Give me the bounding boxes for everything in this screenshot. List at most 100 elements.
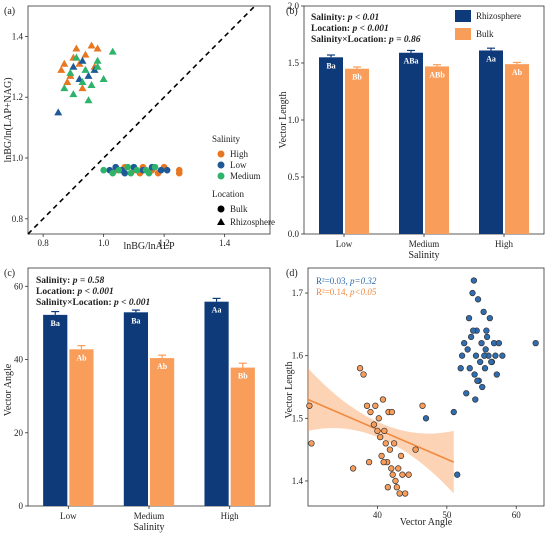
panel-d: (d) 40 50 60 1.4 1.5 1.6 1.7 R²=0.03, p=0.32 R…	[284, 267, 545, 528]
bar-letter: Ba	[326, 61, 335, 70]
data-point	[470, 277, 478, 284]
data-point	[486, 314, 494, 322]
data-point-triangle	[69, 90, 78, 98]
bar	[123, 312, 148, 506]
data-point-triangle	[66, 68, 75, 76]
data-point-circle	[109, 169, 116, 177]
data-point	[480, 308, 487, 315]
data-point	[450, 408, 457, 416]
data-point	[472, 352, 480, 359]
data-point	[495, 340, 503, 347]
panel-d-xlabel: Vector Angle	[400, 517, 453, 528]
data-point-triangle	[87, 81, 96, 89]
panel-b-stat-interaction: Salinity×Location: p = 0.86	[311, 35, 421, 45]
y-tick-label: 1.6	[292, 351, 304, 361]
x-tick-label: 50	[442, 510, 452, 520]
data-point-triangle	[78, 56, 87, 64]
panel-b-bars: Ba Bb ABa ABb Aa Ab	[319, 47, 529, 235]
data-point	[483, 333, 491, 341]
y-tick-label: 0.8	[12, 214, 24, 224]
data-point-triangle	[72, 53, 81, 61]
data-point-circle	[133, 166, 141, 174]
panel-d-fit-line	[307, 398, 455, 463]
data-point-triangle	[54, 108, 63, 116]
x-tick-label: 1.0	[98, 238, 110, 248]
data-point-triangle	[63, 78, 72, 85]
data-point-circle	[115, 166, 123, 174]
data-point	[399, 471, 406, 478]
panel-a-ticks: 0.8 1.0 1.2 1.4 0.8 1.0 1.2 1.4	[12, 31, 231, 248]
data-point	[482, 346, 489, 353]
y-tick-label: 40	[14, 355, 24, 365]
data-point	[488, 358, 495, 366]
y-tick-label: 0	[19, 501, 24, 511]
y-tick-label: 1.4	[12, 31, 24, 41]
data-point	[479, 383, 486, 391]
panel-c-stats: Salinity: p = 0.58 Location: p < 0.001 S…	[36, 276, 150, 308]
y-tick-label: 1.0	[12, 153, 24, 163]
data-point	[422, 415, 430, 422]
data-point	[370, 421, 378, 428]
x-tick-label: Medium	[409, 239, 440, 249]
data-point	[390, 440, 398, 447]
data-point	[365, 459, 373, 466]
data-point	[481, 352, 488, 359]
data-point	[499, 352, 506, 359]
data-point-circle	[151, 163, 159, 171]
data-point	[405, 471, 412, 478]
panel-d-ticks: 40 50 60 1.4 1.5 1.6 1.7	[292, 288, 521, 520]
bar-letter: Ba	[131, 316, 140, 325]
y-tick-label: 1.2	[12, 92, 23, 102]
legend-rhizosphere-swatch	[455, 10, 471, 22]
y-tick-label: 1.4	[292, 476, 304, 486]
data-point	[388, 465, 395, 472]
data-point	[469, 289, 476, 297]
panel-c-stat-interaction: Salinity×Location: p < 0.001	[36, 298, 150, 308]
data-point	[377, 433, 384, 441]
legend-bulk-label: Bulk	[230, 204, 248, 214]
data-point-triangle	[108, 47, 117, 55]
data-point-triangle	[84, 71, 93, 79]
data-point	[467, 333, 475, 341]
data-point	[367, 408, 374, 416]
x-tick-label: 0.8	[38, 238, 50, 248]
x-tick-label: Medium	[134, 511, 165, 521]
bar-letter: ABa	[403, 57, 418, 66]
bar	[150, 358, 175, 506]
legend-bulk-text: Bulk	[476, 29, 494, 39]
data-point	[474, 296, 482, 303]
panel-d-annotation-bulk: R²=0.14, p<0.05	[316, 287, 377, 297]
x-tick-label: 1.2	[159, 238, 170, 248]
bar-letter: Aa	[212, 306, 222, 315]
data-point	[360, 371, 367, 378]
data-point-circle	[124, 163, 132, 171]
data-point	[381, 427, 388, 434]
panel-b-ylabel: Vector Length	[278, 92, 289, 149]
data-point	[386, 446, 394, 453]
data-point-triangle	[72, 44, 81, 52]
panel-c-ticks: 0 20 40 60 Low Medium High	[14, 281, 239, 521]
data-point	[492, 352, 499, 359]
data-point-triangle	[84, 96, 93, 104]
bar	[319, 57, 343, 234]
y-tick-label: 0.0	[288, 229, 300, 239]
data-point	[384, 484, 391, 491]
data-point	[461, 340, 468, 347]
x-tick-label: 40	[373, 510, 383, 520]
data-point	[356, 365, 364, 372]
bar	[345, 68, 369, 234]
data-point	[466, 365, 473, 372]
legend-salinity-title: Salinity	[212, 134, 241, 144]
bar	[479, 50, 503, 235]
data-point	[378, 452, 385, 460]
data-point	[402, 490, 409, 497]
y-tick-label: 60	[14, 281, 24, 291]
bar	[425, 66, 449, 234]
data-point	[464, 346, 471, 353]
data-point	[493, 371, 500, 378]
data-point-circle	[145, 169, 153, 177]
y-tick-label: 1.7	[292, 288, 304, 298]
panel-c-stat-salinity: Salinity: p = 0.58	[36, 276, 104, 286]
panel-a-xlabel: lnBG/lnALP	[123, 241, 175, 252]
